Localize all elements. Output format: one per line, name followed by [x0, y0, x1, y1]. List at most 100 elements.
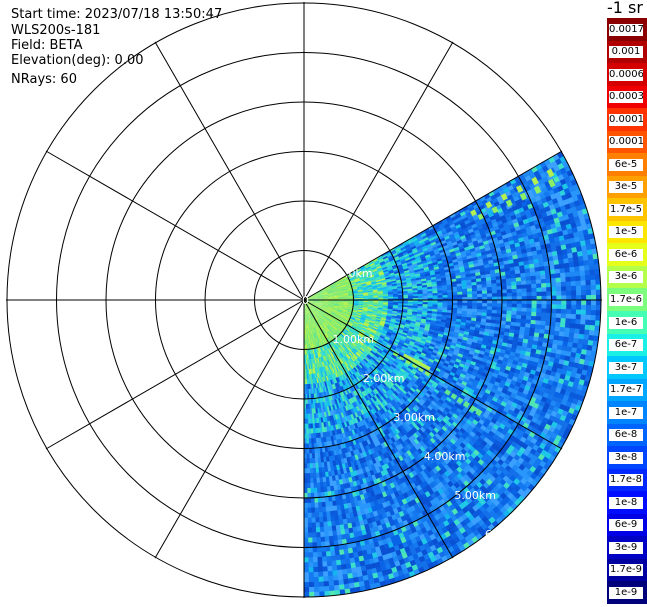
data-gate [377, 269, 384, 274]
data-gate [352, 348, 358, 354]
data-gate [304, 304, 306, 311]
data-gate [323, 314, 329, 318]
data-gate [344, 318, 350, 322]
data-gate [306, 329, 309, 335]
data-gate [368, 344, 375, 349]
data-gate [323, 328, 328, 334]
data-gate [327, 348, 332, 354]
data-gate [325, 310, 332, 314]
data-gate [317, 362, 320, 369]
data-gate [319, 312, 324, 316]
data-gate [310, 307, 314, 313]
data-gate [357, 309, 363, 312]
data-gate [304, 304, 307, 311]
data-gate [329, 341, 334, 348]
data-gate [376, 284, 383, 288]
data-gate [361, 328, 367, 333]
data-gate [305, 314, 307, 321]
data-gate [331, 334, 336, 340]
data-gate [321, 316, 327, 322]
data-gate [332, 306, 339, 309]
data-gate [314, 363, 318, 369]
data-gate [350, 343, 356, 349]
data-gate [336, 285, 342, 289]
data-gate [307, 303, 311, 309]
data-gate [367, 310, 373, 313]
data-gate [312, 328, 315, 334]
data-gate [307, 309, 311, 315]
data-gate [328, 292, 334, 295]
data-gate [362, 270, 368, 275]
data-gate [356, 351, 362, 357]
data-gate [312, 293, 319, 297]
data-gate [327, 317, 333, 322]
data-gate [323, 305, 329, 308]
data-gate [312, 305, 317, 309]
data-gate [327, 305, 334, 308]
data-gate [319, 330, 323, 336]
data-gate [310, 318, 313, 324]
data-gate [327, 292, 334, 295]
data-gate [330, 341, 334, 347]
data-gate [365, 318, 371, 322]
data-gate [354, 346, 360, 352]
data-gate [355, 279, 361, 283]
data-gate [343, 304, 349, 307]
data-gate [345, 280, 351, 284]
data-gate [358, 273, 364, 278]
data-gate [313, 296, 320, 299]
data-gate [337, 328, 343, 334]
data-gate [320, 318, 325, 323]
data-gate [366, 281, 372, 285]
data-gate [353, 360, 359, 367]
data-gate [320, 356, 323, 363]
data-gate [378, 297, 384, 300]
data-gate [376, 315, 382, 319]
data-gate [342, 288, 348, 291]
data-gate [309, 344, 312, 350]
data-gate [333, 304, 339, 306]
data-gate [360, 318, 366, 322]
data-gate [350, 282, 357, 285]
data-gate [362, 309, 369, 312]
data-gate [311, 317, 315, 324]
data-gate [325, 311, 331, 315]
data-gate [311, 318, 314, 324]
data-gate [375, 332, 382, 337]
data-gate [339, 352, 345, 359]
data-gate [350, 315, 357, 319]
data-gate [316, 342, 319, 349]
data-gate [375, 262, 381, 267]
data-gate [348, 305, 354, 308]
data-gate [314, 322, 318, 328]
data-gate [354, 359, 360, 366]
data-gate [333, 296, 340, 298]
data-gate [314, 322, 318, 328]
data-gate [357, 287, 363, 290]
data-gate [317, 291, 323, 295]
data-gate [343, 277, 350, 281]
data-gate [366, 315, 372, 319]
data-gate [350, 316, 356, 320]
data-gate [317, 290, 323, 294]
data-gate [345, 347, 351, 353]
data-gate [356, 312, 363, 315]
data-gate [371, 283, 378, 286]
data-gate [349, 344, 355, 350]
data-gate [339, 358, 344, 365]
data-gate [363, 334, 369, 339]
data-gate [375, 278, 382, 282]
data-gate [313, 303, 319, 306]
data-gate [322, 340, 326, 346]
data-gate [336, 310, 343, 314]
data-gate [317, 306, 323, 309]
data-gate [337, 335, 343, 341]
data-gate [313, 294, 319, 297]
data-gate [308, 319, 310, 325]
data-gate [356, 270, 363, 275]
data-gate [316, 326, 320, 332]
data-gate [309, 308, 314, 313]
data-gate [362, 286, 368, 289]
data-gate [358, 356, 364, 362]
data-gate [352, 355, 358, 361]
